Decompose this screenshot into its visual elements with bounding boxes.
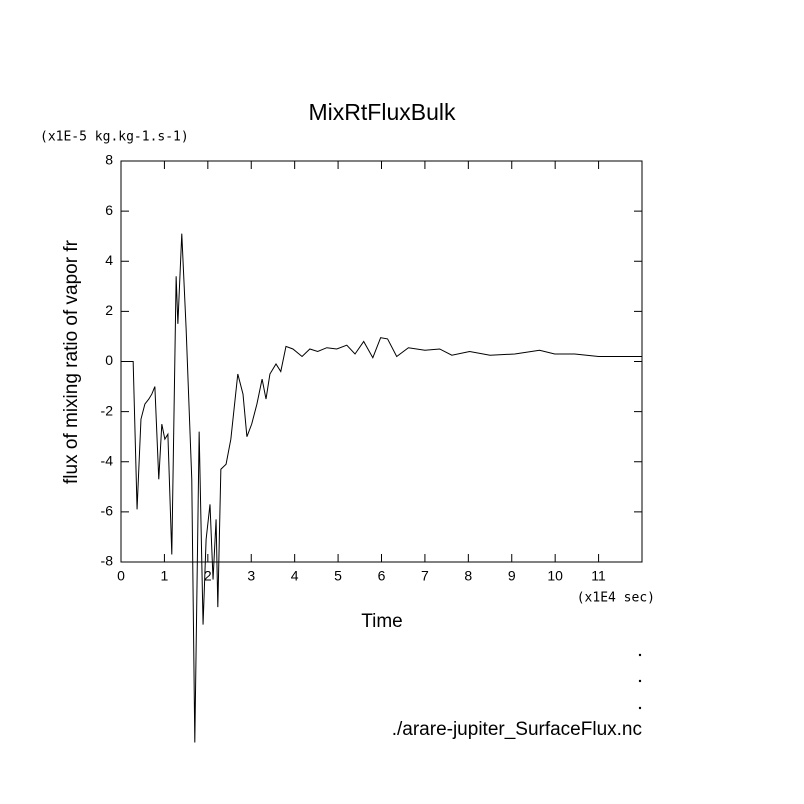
y-tick-label: -2 (101, 402, 114, 418)
y-tick-label: -4 (101, 452, 114, 468)
y-tick-label: -6 (101, 503, 114, 519)
x-tick-label: 6 (378, 568, 386, 584)
x-axis-label: Time (361, 611, 403, 632)
dot (638, 706, 642, 710)
x-tick-label: 1 (161, 568, 169, 584)
x-tick-label: 5 (334, 568, 342, 584)
y-tick-label: 6 (105, 202, 113, 218)
x-tick-label: 0 (117, 568, 125, 584)
x-tick-label: 11 (591, 568, 606, 584)
x-tick-label: 2 (204, 568, 212, 584)
y-tick-label: 8 (105, 152, 113, 168)
y-tick-label: -8 (101, 553, 114, 569)
y-unit: (x1E-5 kg.kg-1.s-1) (40, 130, 189, 145)
data-line (121, 233, 642, 743)
y-tick-label: 4 (105, 252, 113, 268)
x-tick-label: 10 (547, 568, 563, 584)
x-tick-label: 7 (421, 568, 429, 584)
x-tick-label: 8 (464, 568, 472, 584)
chart-title: MixRtFluxBulk (309, 99, 456, 125)
x-unit: (x1E4 sec) (577, 591, 655, 606)
y-tick-label: 0 (105, 352, 113, 368)
y-axis-label: flux of mixing ratio of vapor fr (61, 239, 82, 484)
footnote: ./arare-jupiter_SurfaceFlux.nc (392, 719, 642, 740)
y-tick-label: 2 (105, 302, 113, 318)
x-tick-label: 3 (247, 568, 255, 584)
x-tick-label: 9 (508, 568, 516, 584)
dot (638, 679, 642, 683)
x-tick-label: 4 (291, 568, 299, 584)
dot (638, 653, 642, 657)
